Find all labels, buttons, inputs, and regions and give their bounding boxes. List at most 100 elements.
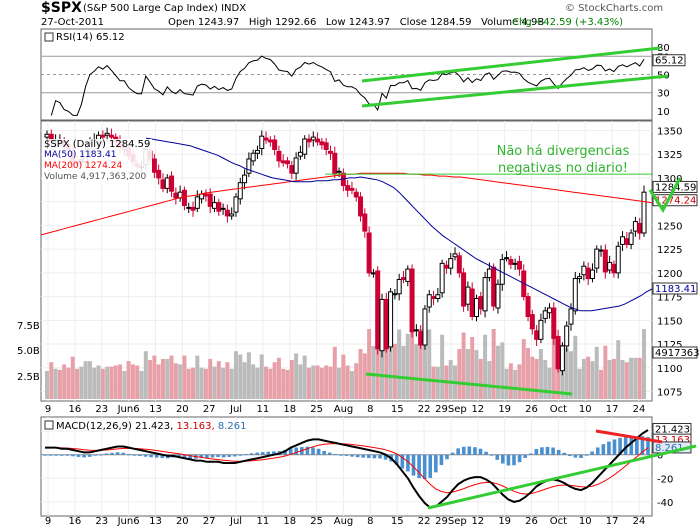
change-readout: Chg +42.59 (+3.43%) — [512, 17, 623, 28]
rsi-legend-swatch — [44, 32, 54, 42]
volume-bar — [371, 346, 376, 399]
volume-bar — [448, 360, 453, 399]
volume-bar — [388, 329, 393, 399]
candle-body — [551, 307, 557, 339]
volume-bar — [285, 369, 290, 399]
volume-bar — [306, 367, 311, 399]
volume-bar — [238, 354, 243, 399]
annotation-line-2: negativas no diario! — [497, 161, 628, 176]
price-tick-label: 1100 — [657, 364, 682, 375]
annotation-text: Não há divergencias negativas no diario! — [488, 143, 638, 177]
macd-histogram-bar — [367, 454, 371, 459]
candle-body — [358, 196, 364, 217]
volume-tick-label: 5.0B — [17, 346, 40, 357]
volume-bar — [233, 351, 238, 399]
candle-body — [194, 196, 200, 209]
volume-bar — [465, 349, 470, 399]
volume-legend: Volume 4,917,363,200 — [44, 172, 147, 182]
x-tick-label: 24 — [633, 404, 646, 415]
x-tick-label-bottom: Aug — [334, 516, 354, 527]
macd-signal-line — [45, 443, 649, 495]
volume-bar — [156, 364, 161, 399]
candle-body — [323, 142, 329, 150]
low-label: Low — [325, 17, 346, 28]
macd-histogram-bar — [316, 448, 321, 455]
macd-histogram-bar — [523, 454, 527, 458]
index-name: (S&P 500 Large Cap Index) INDX — [83, 3, 246, 14]
price-panel-frame — [40, 120, 653, 402]
candle-body — [272, 139, 278, 150]
candle-body — [263, 137, 269, 141]
candle-body — [452, 253, 458, 258]
macd-tick-label: -20 — [657, 474, 673, 485]
x-tick-label: Aug — [334, 404, 354, 415]
candle-body — [538, 319, 544, 340]
price-tick-label: 1300 — [657, 174, 682, 185]
volume-value: 4.9B — [521, 17, 545, 28]
x-tick-label-bottom: 9 — [45, 516, 51, 527]
candle-body — [641, 191, 647, 234]
candle-body — [254, 149, 260, 154]
macd-legend: MACD(12,26,9) 21.423, 13.163, 8.261 — [56, 421, 246, 432]
candle-body — [220, 207, 226, 210]
price-tick-label: 1125 — [657, 340, 682, 351]
x-tick-label: 20 — [176, 404, 189, 415]
macd-histogram-bar — [562, 452, 567, 455]
volume-bar — [495, 345, 500, 399]
candle-body — [100, 134, 106, 138]
volume-bar — [375, 329, 380, 399]
candle-body — [332, 152, 338, 175]
volume-bar — [294, 353, 299, 399]
candle-body — [469, 288, 475, 318]
macd-tick-label: -40 — [657, 498, 673, 509]
volume-bar — [586, 356, 591, 399]
x-tick-label: 18 — [283, 404, 296, 415]
x-tick-label-bottom: 12 — [471, 516, 484, 527]
candle-body — [212, 202, 218, 209]
candle-body — [594, 248, 600, 269]
macd-histogram-bar — [126, 454, 131, 456]
candle-body — [422, 308, 428, 346]
candle-body — [581, 265, 587, 276]
annotation-line-1: Não há divergencias — [496, 144, 630, 159]
x-tick-label-bottom: 27 — [203, 516, 216, 527]
volume-bar — [212, 366, 217, 399]
x-tick-label: 26 — [525, 404, 538, 415]
x-tick-label: 23 — [95, 404, 108, 415]
candle-body — [426, 294, 432, 308]
candle-body — [637, 223, 643, 234]
macd-histogram-bar — [456, 448, 460, 455]
macd-histogram-bar — [216, 454, 220, 457]
candle-body — [400, 277, 406, 281]
volume-bar — [199, 367, 204, 399]
volume-bar — [431, 366, 436, 399]
volume-bar — [92, 367, 97, 399]
volume-bar — [551, 335, 556, 399]
macd-histogram-bar — [640, 436, 645, 455]
macd-histogram-bar — [528, 453, 533, 455]
volume-bar — [620, 360, 625, 399]
macd-histogram-bar — [249, 453, 254, 455]
high-label: High — [248, 17, 272, 28]
x-tick-label: Jun6 — [117, 404, 140, 415]
candle-body — [242, 174, 248, 184]
volume-bar — [45, 371, 49, 399]
macd-histogram-bar — [233, 454, 237, 457]
candle-body — [443, 264, 449, 269]
macd-histogram-bar — [635, 436, 639, 455]
candle-body — [465, 286, 471, 305]
macd-histogram-bar — [512, 454, 516, 466]
candle-body — [392, 293, 398, 296]
macd-histogram-bar — [311, 447, 315, 455]
candle-body — [186, 206, 192, 209]
volume-bar — [642, 329, 646, 399]
ma50-legend: MA(50) 1183.41 — [44, 150, 117, 160]
macd-histogram-bar — [339, 454, 343, 456]
macd-histogram-bar — [283, 449, 287, 455]
macd-histogram-bar — [48, 454, 53, 456]
volume-bar — [354, 363, 359, 399]
volume-trendline — [365, 372, 573, 396]
close-value: 1284.59 — [430, 17, 472, 28]
candle-body — [620, 236, 626, 245]
candle-body — [181, 189, 187, 206]
